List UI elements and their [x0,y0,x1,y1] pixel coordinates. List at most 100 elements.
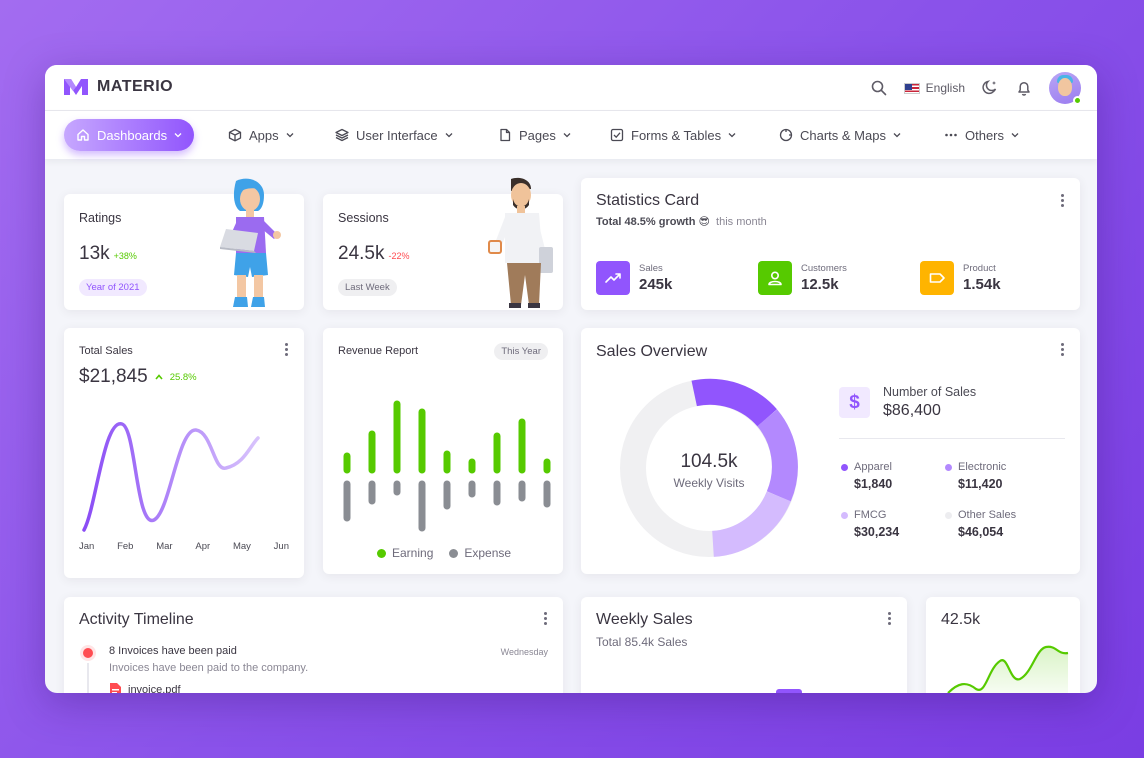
sales-overview-card: Sales Overview 104.5k Weekly Visits $ Nu… [581,328,1080,574]
nav-dashboards[interactable]: Dashboards [64,119,195,151]
statistics-title: Statistics Card [596,192,700,209]
stat-customers: Customers 12.5k [758,261,847,295]
language-label: English [925,81,965,95]
checkbox-icon [610,128,624,142]
revenue-report-card: Revenue Report This Year [323,328,563,574]
chevron-down-icon [174,133,182,138]
month-label: Apr [195,541,211,552]
chevron-down-icon [893,133,901,138]
box-icon [228,128,242,142]
home-icon [77,129,89,141]
segment-electronic-label: Electronic [958,461,1007,473]
donut-center-value: 104.5k [680,451,738,472]
user-avatar[interactable] [1049,72,1082,105]
nav-pages[interactable]: Pages [486,119,583,151]
timeline-attachment[interactable]: invoice.pdf [109,682,181,693]
statistics-growth: Total 48.5% growth [596,216,696,228]
donut-center: 104.5k Weekly Visits [618,451,800,490]
online-status-dot [1073,96,1082,105]
sessions-change: -22% [388,251,410,261]
chevron-down-icon [563,133,571,138]
statistics-emoji: 😎 [698,216,710,228]
nav-others[interactable]: Others [932,119,1031,151]
sessions-value: 24.5k [338,243,385,264]
dots-icon [945,133,957,137]
statistics-period: this month [716,216,767,228]
man-coffee-illustration [488,177,553,308]
segment-fmcg-label: FMCG [854,509,887,521]
total-sales-value-row: $21,845 25.8% [79,366,197,388]
total-sales-value: $21,845 [79,366,148,387]
stat-sales-value: 245k [639,276,673,293]
pdf-file-icon [110,683,121,693]
file-icon [500,128,511,142]
ratings-card: Ratings 13k +38% Year of 2021 [64,178,304,310]
moon-icon[interactable] [981,79,999,97]
nav-apps[interactable]: Apps [216,119,306,151]
sales-overview-title: Sales Overview [596,343,708,360]
donut-center-label: Weekly Visits [673,476,745,490]
bell-icon[interactable] [1015,79,1033,97]
legend-expense[interactable]: Expense [449,546,511,560]
divider [839,438,1065,439]
stat-customers-value: 12.5k [801,276,839,293]
month-label: Jun [273,541,289,552]
month-label: Feb [117,541,134,552]
mini-line-chart [947,645,1069,693]
weekly-sales-bar [776,689,802,693]
legend-earning[interactable]: Earning [377,546,433,560]
number-of-sales-label: Number of Sales [883,385,977,399]
layers-icon [335,128,349,142]
timeline-event-description: Invoices have been paid to the company. [109,662,309,674]
ratings-value-row: 13k +38% [79,243,137,265]
segment-other-label: Other Sales [958,509,1017,521]
legend-apparel-dot [841,463,848,471]
app-window: MATERIO English [45,65,1097,693]
activity-timeline-card: Activity Timeline 8 Invoices have been p… [64,597,563,693]
nav-forms-tables[interactable]: Forms & Tables [598,119,748,151]
legend-earning-label: Earning [392,546,434,560]
user-icon [758,261,792,295]
search-icon[interactable] [870,79,888,97]
more-vert-icon[interactable] [1061,194,1065,209]
more-vert-icon[interactable] [888,612,892,627]
language-selector[interactable]: English [903,81,965,95]
number-of-sales: $ Number of Sales $86,400 [839,385,976,420]
month-label: May [232,541,251,552]
mini-stat-card: 42.5k [926,597,1080,693]
statistics-subtitle: Total 48.5% growth 😎 this month [596,215,767,228]
legend-earning-dot [377,548,386,558]
weekly-sales-title: Weekly Sales [596,611,693,628]
materio-logo-icon [64,79,88,95]
mini-stat-value: 42.5k [941,611,981,628]
sessions-value-row: 24.5k -22% [338,243,410,265]
brand[interactable]: MATERIO [63,77,173,97]
ratings-title: Ratings [79,211,122,225]
nav-apps-label: Apps [249,127,279,143]
revenue-period-badge[interactable]: This Year [494,343,548,360]
chevron-down-icon [1011,133,1019,138]
header-actions: English [870,72,1082,105]
top-bar: MATERIO English [45,65,1097,111]
avatar-face [1058,78,1072,96]
brand-name: MATERIO [97,78,174,95]
nav-charts-maps[interactable]: Charts & Maps [767,119,913,151]
more-vert-icon[interactable] [1061,343,1065,358]
statistics-card: Statistics Card Total 48.5% growth 😎 thi… [581,178,1080,310]
segment-fmcg-value: $30,234 [854,525,900,539]
segment-electronic: Electronic $11,420 [945,461,1006,491]
segment-other-sales: Other Sales $46,054 [945,509,1016,539]
chevron-down-icon [728,133,736,138]
donut-segment-apparel [691,378,777,427]
ratings-change: +38% [113,251,137,261]
more-vert-icon[interactable] [544,612,548,627]
timeline-event-time: Wednesday [500,647,548,657]
nav-others-label: Others [965,127,1005,143]
more-vert-icon[interactable] [285,343,289,358]
month-label: Jan [79,541,95,552]
revenue-bar-chart [343,400,551,532]
legend-electronic-dot [945,463,952,471]
timeline-event-title: 8 Invoices have been paid [109,645,237,657]
legend-expense-dot [449,548,459,558]
nav-user-interface[interactable]: User Interface [323,119,465,151]
